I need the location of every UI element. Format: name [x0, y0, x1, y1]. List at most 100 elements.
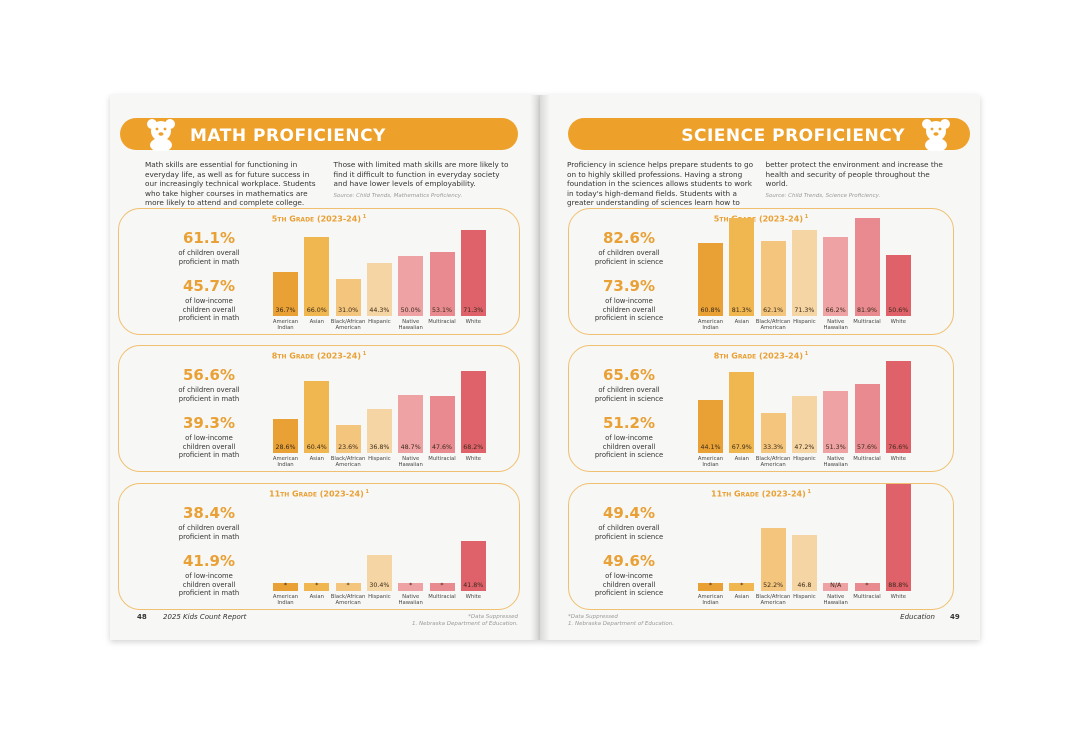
stat-caption: of children overall proficient in math: [178, 386, 240, 403]
stat-value: 51.2%: [602, 414, 656, 432]
section-name: Education: [900, 613, 935, 621]
category-label: Asian: [309, 594, 325, 600]
chart-title-text: 11th Grade (2023-24): [711, 489, 806, 499]
suppressed-bar: [854, 583, 880, 591]
value-label: 23.6%: [338, 444, 359, 451]
value-label: 30.4%: [369, 582, 390, 589]
category-label: American Indian: [697, 594, 724, 607]
bar: [698, 243, 723, 316]
value-label: 47.6%: [431, 444, 452, 451]
stat-caption: of low-income children overall proficien…: [178, 434, 240, 459]
stat-caption: of low-income children overall proficien…: [178, 297, 240, 322]
category-label: Multiracial: [853, 319, 881, 325]
value-label: 68.2%: [463, 444, 484, 451]
page-number: 49: [950, 613, 960, 621]
gutter: [530, 95, 550, 640]
category-label: Native Hawaiian: [398, 456, 423, 469]
value-label: 46.8: [797, 582, 812, 589]
chart-title: 5th Grade (2023-24) 1: [569, 214, 953, 224]
bar: [854, 383, 880, 453]
category-label: Black/African American: [330, 594, 366, 607]
value-label: *: [346, 582, 350, 589]
page-title: SCIENCE PROFICIENCY: [681, 126, 905, 146]
category-label: Hispanic: [793, 319, 816, 325]
intro-text: Proficiency in science helps prepare stu…: [567, 160, 952, 208]
page-number: 48: [137, 613, 147, 621]
stat-caption: of low-income children overall proficien…: [594, 297, 664, 322]
suppressed-bar: [398, 583, 424, 591]
stat-value: 56.6%: [182, 366, 236, 384]
category-label: Hispanic: [793, 594, 816, 600]
bar: [729, 218, 755, 316]
category-label: White: [465, 594, 481, 600]
value-label: *: [865, 582, 869, 589]
value-label: 81.3%: [731, 307, 752, 314]
stat-value: 65.6%: [602, 366, 656, 384]
bar: [429, 395, 455, 453]
bar: [366, 554, 392, 591]
suppressed-bar: [335, 583, 361, 591]
bar: [429, 252, 455, 316]
category-label: White: [465, 319, 481, 325]
category-label: White: [890, 319, 906, 325]
stat-caption: of children overall proficient in math: [178, 249, 240, 266]
chart-title-text: 8th Grade (2023-24): [713, 351, 803, 361]
value-label: 33.3%: [763, 444, 784, 451]
bar: [460, 371, 486, 453]
value-label: 50.0%: [400, 307, 421, 314]
bear-icon: [922, 119, 950, 151]
chart-box: 11th Grade (2023-24) 1 49.4% of children o…: [568, 483, 954, 610]
footnote-mark: 1: [802, 351, 809, 357]
category-label: Native Hawaiian: [823, 594, 848, 607]
category-label: Black/African American: [330, 456, 366, 469]
value-label: 36.8%: [369, 444, 390, 451]
category-label: White: [465, 456, 481, 462]
category-label: Hispanic: [793, 456, 816, 462]
value-label: 51.3%: [825, 444, 846, 451]
chart-box: 8th Grade (2023-24) 1 56.6% of children ov…: [118, 345, 520, 472]
footnote: *Data Suppressed: [468, 614, 518, 620]
footnote-mark: 1: [805, 489, 812, 495]
category-label: Multiracial: [428, 319, 456, 325]
chart-title-text: 8th Grade (2023-24): [271, 351, 361, 361]
chart-box: 8th Grade (2023-24) 1 65.6% of children ov…: [568, 345, 954, 472]
stat-value: 82.6%: [602, 229, 656, 247]
category-label: Native Hawaiian: [398, 594, 423, 607]
category-label: White: [890, 594, 906, 600]
value-label: *: [740, 582, 744, 589]
category-label: Native Hawaiian: [823, 456, 848, 469]
value-label: *: [440, 582, 444, 589]
value-label: 57.6%: [856, 444, 877, 451]
value-label: 44.3%: [369, 307, 390, 314]
value-label: 53.1%: [431, 307, 452, 314]
bar: [366, 408, 392, 453]
bar: [854, 217, 880, 316]
stat-value: 38.4%: [182, 504, 236, 522]
value-label: *: [409, 582, 413, 589]
stat-caption: of children overall proficient in math: [178, 524, 240, 541]
stat-value: 49.6%: [602, 552, 656, 570]
chart-title: 8th Grade (2023-24) 1: [569, 351, 953, 361]
chart-title: 5th Grade (2023-24) 1: [119, 214, 519, 224]
category-label: American Indian: [697, 456, 724, 469]
category-label: Hispanic: [368, 319, 391, 325]
chart-box: 5th Grade (2023-24) 1 82.6% of children ov…: [568, 208, 954, 335]
category-label: Multiracial: [428, 594, 456, 600]
bar: [398, 394, 424, 453]
bar: [760, 241, 786, 316]
intro-paragraph: Math skills are essential for functionin…: [145, 160, 509, 208]
category-label: American Indian: [697, 319, 724, 332]
header-band: [568, 118, 970, 150]
suppressed-bar: [823, 583, 849, 591]
bar: [760, 413, 786, 453]
footnote: *Data Suppressed: [568, 614, 618, 620]
value-label: 60.4%: [306, 444, 327, 451]
bar: [791, 396, 817, 453]
bar: [335, 278, 361, 316]
bar: [366, 262, 392, 316]
suppressed-bar: [698, 583, 723, 591]
bar: [304, 236, 330, 316]
stat-caption: of low-income children overall proficien…: [594, 572, 664, 597]
chart-box: 11th Grade (2023-24) 1 38.4% of children o…: [118, 483, 520, 610]
